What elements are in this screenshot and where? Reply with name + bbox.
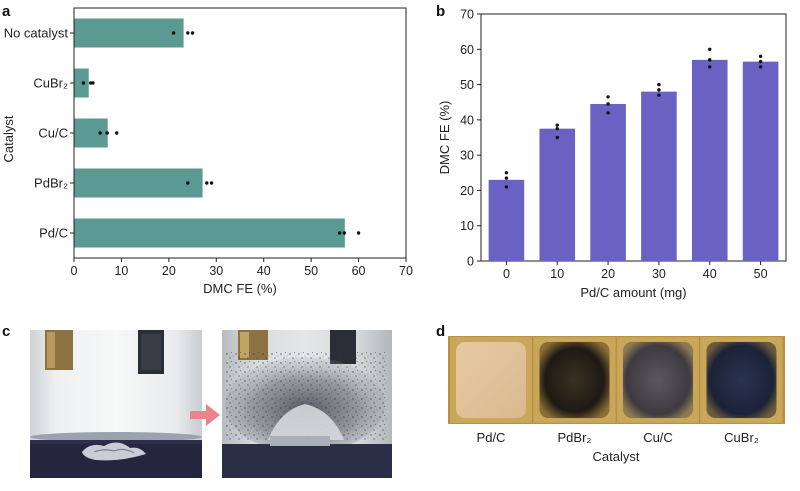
panel-letter-b: b [436,3,445,20]
data-point [708,65,712,69]
data-point [758,54,763,59]
vial-before-photo [30,330,202,478]
data-point [758,65,763,69]
bar [539,128,576,261]
y-tick-label: Cu/C [38,126,68,141]
bar [488,179,525,261]
y-axis-label: Catalyst [1,115,16,162]
y-axis-label: DMC FE (%) [437,101,452,175]
data-point [657,82,661,87]
x-tick-label: 20 [601,267,615,281]
data-point [555,135,559,140]
data-point [555,123,559,127]
data-point [342,231,347,235]
vial-after-photo [222,330,392,478]
data-point [504,176,509,180]
bar [74,118,108,148]
chart-a: No catalyst CuBr₂ Cu/C PdBr₂ Pd/C 0 10 20 30 40 50… [1,7,413,296]
y-tick-label: Pd/C [39,226,68,241]
y-tick-label: No catalyst [4,26,69,41]
electrode-label: CuBr₂ [724,430,759,445]
electrode-label: Pd/C [477,430,506,445]
data-point [504,171,509,175]
data-point [186,181,190,185]
data-point [88,81,93,85]
y-tick-label: PdBr₂ [34,176,68,191]
x-tick-label: 10 [114,264,128,278]
data-point [337,231,342,235]
data-point [205,181,209,185]
data-point [606,95,610,99]
y-tick-label: 70 [460,8,474,22]
data-point [98,131,102,135]
data-point [657,88,661,92]
y-tick-label: 50 [460,78,474,92]
electrode-tile [706,342,777,418]
vial-photos [30,330,392,478]
electrode-axis-label: Catalyst [593,449,640,464]
data-point [708,58,712,62]
panel-letter-c: c [2,323,10,340]
x-tick-label: 0 [503,267,510,281]
x-tick-label: 50 [754,267,768,281]
bar [590,103,626,261]
y-tick-label: 60 [460,43,474,57]
y-tick-label: 0 [467,255,474,269]
x-tick-label: 40 [703,267,717,281]
bar [742,61,779,262]
y-tick-label: 10 [460,219,474,233]
x-tick-label: 30 [209,264,223,278]
plot-frame-b [480,13,787,262]
data-point [356,231,361,235]
bar [74,18,184,48]
x-axis-label: DMC FE (%) [203,281,277,296]
data-point [105,131,109,135]
y-tick-label: CuBr₂ [33,76,68,91]
data-point [606,111,610,115]
electrode-label: PdBr₂ [558,430,592,445]
data-point [171,31,176,35]
electrode-label: Cu/C [643,430,673,445]
data-point [91,81,95,85]
data-point [209,181,214,185]
bar [641,91,677,261]
data-point [190,31,195,35]
x-tick-label: 60 [352,264,366,278]
x-tick-label: 10 [550,267,564,281]
x-tick-label: 50 [304,264,318,278]
data-point [81,81,86,85]
data-point [606,102,610,106]
x-tick-label: 40 [257,264,271,278]
x-tick-label: 0 [71,264,78,278]
bar [74,168,203,198]
data-point [186,31,190,35]
data-point [504,185,509,189]
x-tick-label: 20 [162,264,176,278]
electrode-tile [539,342,610,418]
y-tick-label: 40 [460,113,474,127]
chart-b: 0 10 20 30 40 50 0 10 20 30 40 50 60 70 Pd/C amount (m… [437,8,787,300]
panel-letter-a: a [2,3,11,20]
electrode-photos [448,336,785,424]
electrode-tile [623,342,693,418]
data-point [657,93,661,97]
y-tick-label: 30 [460,149,474,163]
data-point [114,131,119,135]
right-arrow-icon [190,404,220,426]
data-point [555,126,559,131]
electrode-tile [456,342,526,418]
bar [691,59,728,261]
x-tick-label: 30 [652,267,666,281]
data-point [758,59,763,64]
data-point [708,47,712,51]
panel-letter-d: d [436,323,445,340]
y-tick-label: 20 [460,184,474,198]
x-axis-label: Pd/C amount (mg) [580,285,686,300]
bar [74,218,345,248]
x-tick-label: 70 [399,264,413,278]
bar [74,68,89,98]
